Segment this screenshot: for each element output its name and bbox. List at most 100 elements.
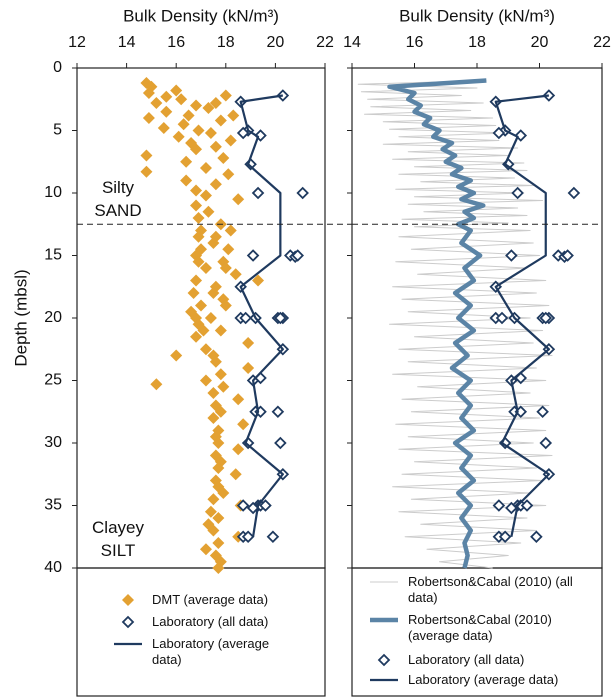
diamond-marker [209, 97, 222, 109]
diamond-marker [232, 393, 245, 406]
x-tick-label: 12 [68, 34, 86, 51]
open-diamond-marker [505, 501, 518, 515]
diamond-marker [160, 105, 173, 118]
diamond-marker [199, 343, 212, 356]
x-tick-label: 18 [217, 34, 235, 51]
open-diamond-marker [296, 186, 309, 200]
diamond-marker [157, 122, 170, 134]
diamond-marker [222, 168, 235, 181]
diamond-marker [214, 324, 227, 337]
diamond-marker [214, 405, 227, 418]
diamond-marker [252, 274, 265, 287]
diamond-marker [199, 543, 212, 556]
legend-item: Laboratory (all data) [368, 652, 590, 668]
diamond-marker [202, 205, 215, 218]
open-diamond-marker [539, 311, 553, 325]
diamond-marker [237, 418, 250, 431]
open-diamond-marker [520, 499, 534, 512]
diamond-marker [212, 512, 225, 524]
legend-icon [121, 615, 135, 629]
open-diamond-marker [271, 405, 285, 419]
diamond-marker [192, 255, 205, 268]
open-diamond-marker [266, 530, 280, 544]
diamond-marker [175, 93, 188, 106]
legend-item: Robertson&Cabal (2010) (all data) [368, 574, 590, 606]
legend-item: Laboratory (average data) [112, 636, 304, 668]
diamond-marker [207, 237, 220, 249]
diamond-marker [140, 165, 153, 178]
y-tick-label: 30 [44, 434, 62, 451]
diamond-marker [150, 378, 163, 391]
diamond-marker [204, 312, 217, 324]
legend: DMT (average data) Laboratory (all data) L… [112, 592, 304, 668]
diamond-marker [207, 287, 220, 299]
y-tick-label: 10 [44, 184, 62, 201]
legend-icon [370, 581, 398, 583]
open-diamond-marker [254, 129, 267, 142]
diamond-marker [192, 212, 205, 224]
diamond-marker [242, 362, 255, 374]
diamond-marker [199, 374, 212, 387]
x-tick-label: 16 [406, 34, 424, 51]
diamond-marker [172, 130, 185, 143]
open-diamond-marker [239, 311, 252, 325]
y-tick-label: 40 [44, 559, 62, 576]
legend-item: DMT (average data) [112, 592, 304, 608]
plot-area [357, 78, 581, 569]
legend-label: Laboratory (average data) [408, 672, 559, 687]
x-tick-label: 16 [167, 34, 185, 51]
diamond-marker [222, 243, 235, 256]
diamond-marker [204, 505, 217, 518]
legend-item: Laboratory (average data) [368, 672, 590, 688]
legend-marker [121, 615, 135, 629]
diamond-marker [242, 337, 255, 349]
legend-marker [122, 594, 134, 606]
diamond-marker [180, 174, 193, 187]
diamond-marker [209, 355, 222, 368]
diamond-marker [190, 330, 203, 343]
open-diamond-marker [567, 186, 581, 200]
diamond-marker [209, 178, 222, 191]
open-diamond-marker [241, 530, 255, 544]
open-diamond-marker [492, 126, 506, 140]
diamond-marker [177, 118, 190, 131]
diamond-marker [197, 324, 210, 337]
legend-label: Robertson&Cabal (2010) (average data) [408, 612, 552, 643]
diamond-marker [217, 152, 230, 164]
x-axis-title: Bulk Density (kN/m³) [399, 6, 555, 25]
open-diamond-marker [561, 249, 574, 262]
open-diamond-marker [236, 499, 250, 512]
open-diamond-marker [246, 249, 260, 262]
y-tick-label: 5 [53, 122, 62, 139]
diamond-marker [190, 184, 203, 197]
diamond-marker [192, 230, 205, 243]
open-diamond-marker [530, 530, 543, 544]
series-line [494, 94, 550, 537]
diamond-marker [199, 189, 212, 202]
open-diamond-marker [246, 501, 260, 515]
legend-label: DMT (average data) [152, 592, 269, 607]
diamond-marker [229, 268, 242, 281]
annotation: Silty SAND [94, 178, 142, 220]
plot-area [140, 77, 309, 574]
diamond-marker [227, 109, 240, 122]
open-diamond-marker [505, 249, 518, 262]
open-diamond-marker [236, 126, 250, 140]
diamond-marker [207, 412, 220, 424]
y-axis-title: Depth (mbsl) [11, 269, 30, 366]
open-diamond-marker [492, 499, 506, 512]
diamond-marker [214, 368, 227, 381]
x-tick-label: 22 [316, 34, 334, 51]
x-tick-label: 20 [267, 34, 285, 51]
open-diamond-marker [259, 499, 272, 512]
open-diamond-marker [291, 249, 304, 262]
diamond-marker [207, 387, 220, 399]
legend-icon [114, 642, 142, 646]
diamond-marker [190, 99, 203, 112]
diamond-marker [229, 468, 242, 481]
diamond-marker [219, 262, 232, 274]
diamond-marker [212, 437, 225, 449]
diamond-marker [207, 524, 220, 537]
diamond-marker [190, 274, 203, 287]
legend-item: Laboratory (all data) [112, 614, 304, 630]
